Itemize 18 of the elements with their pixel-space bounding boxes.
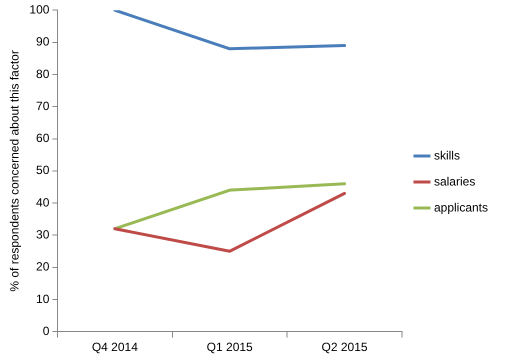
y-tick-label: 10 xyxy=(36,292,50,306)
y-tick-label: 20 xyxy=(36,260,50,274)
y-tick-label: 70 xyxy=(36,98,50,113)
x-tick-label: Q2 2015 xyxy=(322,340,368,354)
y-tick-label: 30 xyxy=(36,227,50,242)
y-tick-label: 40 xyxy=(36,195,50,210)
legend-label: skills xyxy=(434,148,460,162)
y-tick-label: 90 xyxy=(36,34,50,49)
legend-label: salaries xyxy=(434,174,476,188)
y-tick-label: 50 xyxy=(36,163,50,178)
y-tick-label: 80 xyxy=(36,66,50,81)
x-tick-label: Q1 2015 xyxy=(206,340,254,354)
y-axis-title: % of respondents concerned about this factor xyxy=(8,50,22,292)
x-tick-label: Q4 2014 xyxy=(92,340,138,354)
y-tick-label: 100 xyxy=(29,2,50,17)
y-tick-label: 0 xyxy=(42,324,50,338)
y-tick-label: 60 xyxy=(36,131,50,146)
legend-label: applicants xyxy=(434,200,488,214)
